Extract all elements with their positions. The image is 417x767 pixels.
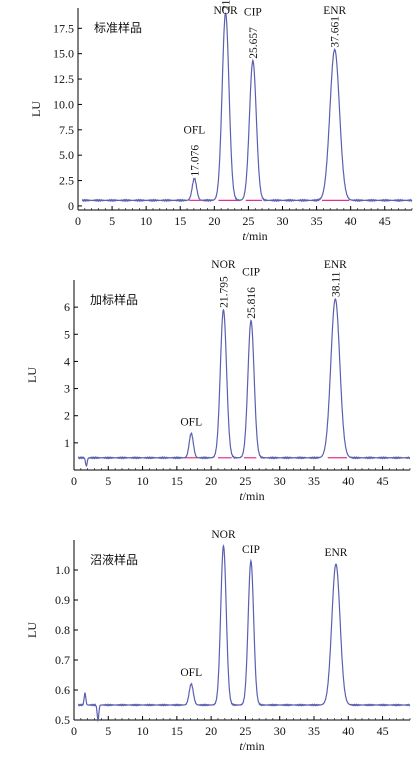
y-tick-label: 3 [64,382,70,396]
x-tick-label: 0 [71,474,77,488]
panel-label: 沼液样品 [90,552,138,567]
chromatogram-panel-2: 0 5 10 15 20 25 30 35 40 45123456LUt/min加标样品OFL21… [25,259,411,503]
y-tick-label: 10.0 [53,97,74,111]
x-tick-label: 40 [345,214,357,228]
x-tick-label: 0 [71,724,77,738]
peak-rt-label: 21.652 [221,0,233,11]
y-tick-label: 5.0 [59,148,74,162]
x-axis-title: t/min [242,229,267,243]
peak-name-label: ENR [323,5,346,17]
x-tick-label: 0 [75,214,81,228]
peak-rt-label: 38.11 [330,271,342,297]
y-tick-label: 0.7 [55,653,70,667]
x-tick-label: 25 [239,724,251,738]
x-tick-label: 30 [274,724,286,738]
x-tick-label: 10 [137,474,149,488]
x-axis-title-variable: t [239,739,243,753]
x-tick-label: 40 [342,474,354,488]
peak-name-label: NOR [211,259,236,271]
x-tick-label: 15 [171,474,183,488]
y-axis-title: LU [29,101,43,117]
x-tick-label: 20 [205,724,217,738]
y-axis-title: LU [25,367,39,383]
x-tick-label: 35 [311,214,323,228]
x-tick-label: 10 [140,214,152,228]
x-tick-label: 45 [379,214,391,228]
x-axis-title: t/min [239,489,264,503]
peak-rt-label: 17.076 [189,145,201,177]
peak-name-label: OFL [180,667,202,679]
x-tick-label: 30 [276,214,288,228]
y-tick-label: 0.9 [55,593,70,607]
x-tick-label: 30 [274,474,286,488]
x-axis-title-variable: t [242,229,246,243]
peak-rt-label: 37.661 [330,16,342,48]
x-axis-title: t/min [239,739,264,753]
peak-name-label: OFL [180,416,202,428]
x-tick-label: 20 [208,214,220,228]
signal-trace [77,298,411,468]
peak-rt-label: 25.816 [246,287,258,319]
panel-label: 加标样品 [90,292,138,307]
x-tick-label: 45 [377,474,389,488]
signal-trace [77,544,411,723]
x-tick-label: 5 [105,474,111,488]
y-tick-label: 1 [64,436,70,450]
y-tick-label: 7.5 [59,123,74,137]
peak-name-label: CIP [242,267,260,279]
y-tick-label: 15.0 [53,47,74,61]
peak-name-label: ENR [324,547,347,559]
x-tick-label: 20 [205,474,217,488]
y-axis-title: LU [25,622,39,638]
y-tick-label: 6 [64,300,70,314]
x-axis-title-unit: /min [243,739,265,753]
y-tick-label: 2 [64,409,70,423]
peak-name-label: ENR [324,259,347,271]
x-tick-label: 15 [171,724,183,738]
y-tick-label: 5 [64,327,70,341]
x-tick-label: 45 [377,724,389,738]
chromatogram-panel-1: 0 5 10 15 20 25 30 35 40 45 0 2.5 5.0 7.5 10.0 12.5 15.0… [29,0,413,243]
x-axis-title-unit: /min [246,229,268,243]
y-tick-label: 0.5 [55,713,70,727]
x-tick-label: 25 [242,214,254,228]
panel-label: 标准样品 [94,20,142,35]
peak-rt-label: 21.795 [218,276,230,308]
x-tick-label: 10 [137,724,149,738]
x-tick-label: 35 [308,474,320,488]
y-tick-label: 0.6 [55,683,70,697]
y-tick-label: 12.5 [53,72,74,86]
chromatogram-panel-3: 0 5 10 15 20 25 30 35 40 45 0.5 0.6 0.7 0.8 0.9 1.0 LU t/… [25,529,411,753]
x-tick-label: 15 [174,214,186,228]
peak-name-label: CIP [242,544,260,556]
y-tick-label: 0.8 [55,623,70,637]
y-tick-label: 2.5 [59,174,74,188]
y-tick-label: 17.5 [53,21,74,35]
x-tick-label: 40 [342,724,354,738]
peak-name-label: OFL [184,124,206,136]
x-tick-label: 5 [109,214,115,228]
peak-name-label: NOR [213,5,238,17]
signal-trace [81,12,413,203]
x-tick-label: 35 [308,724,320,738]
x-axis-title-unit: /min [243,489,265,503]
peak-rt-label: 25.657 [248,27,260,59]
y-tick-label: 4 [64,354,70,368]
y-tick-label: 1.0 [55,563,70,577]
peak-name-label: NOR [211,529,236,541]
x-axis-title-variable: t [239,489,243,503]
y-tick-label: 0 [68,199,74,213]
x-tick-label: 5 [105,724,111,738]
x-tick-label: 25 [239,474,251,488]
peak-name-label: CIP [244,7,262,19]
